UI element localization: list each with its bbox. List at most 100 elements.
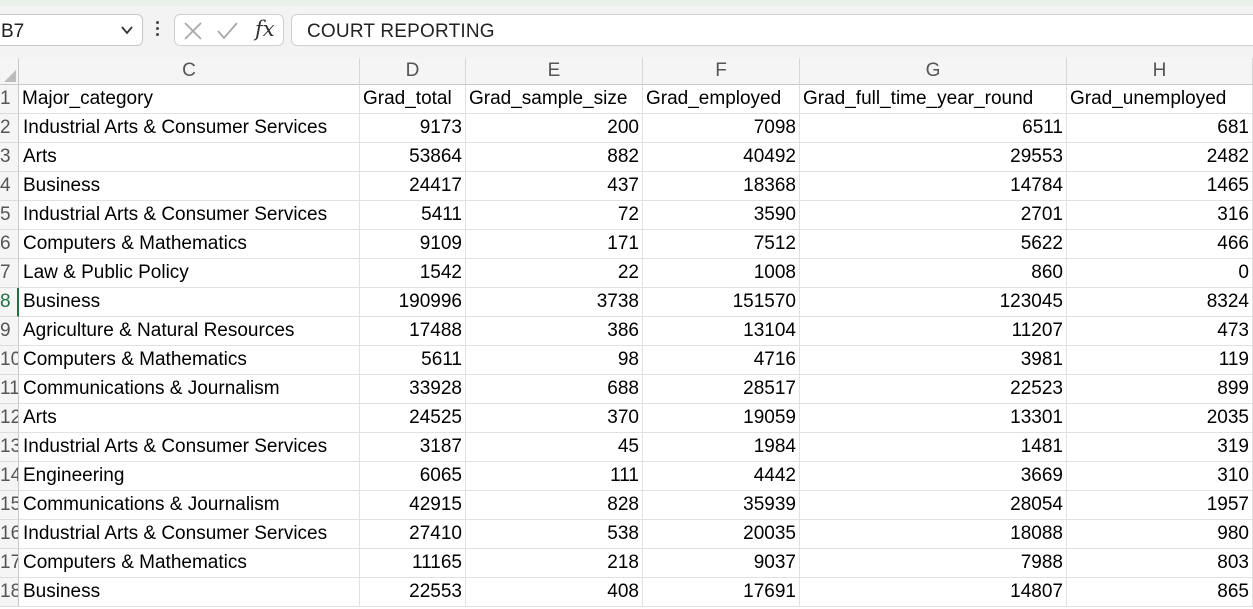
table-cell[interactable]: 14807 [800,578,1067,607]
table-cell[interactable]: 35939 [643,491,800,520]
table-cell[interactable]: 7512 [643,230,800,259]
table-cell[interactable]: Business [19,172,360,201]
table-cell[interactable]: 5622 [800,230,1067,259]
table-cell[interactable]: 22 [466,259,643,288]
table-cell[interactable]: 45 [466,433,643,462]
row-header[interactable]: 5 [0,201,19,230]
row-header[interactable]: 9 [0,317,19,346]
table-cell[interactable]: Industrial Arts & Consumer Services [19,433,360,462]
table-cell[interactable]: Business [19,288,360,317]
column-header-c[interactable]: C [19,58,360,85]
table-cell[interactable]: 119 [1067,346,1253,375]
table-cell[interactable]: 4442 [643,462,800,491]
table-cell[interactable]: 408 [466,578,643,607]
row-header[interactable]: 13 [0,433,19,462]
row-header[interactable]: 7 [0,259,19,288]
table-cell[interactable]: 9173 [360,114,466,143]
table-cell[interactable]: 681 [1067,114,1253,143]
table-cell[interactable]: 171 [466,230,643,259]
table-cell[interactable]: 1542 [360,259,466,288]
table-cell[interactable]: 98 [466,346,643,375]
table-cell[interactable]: 1481 [800,433,1067,462]
table-cell[interactable]: Industrial Arts & Consumer Services [19,201,360,230]
row-header[interactable]: 11 [0,375,19,404]
table-cell[interactable]: 13104 [643,317,800,346]
header-cell[interactable]: Grad_total [360,85,466,114]
table-cell[interactable]: 24417 [360,172,466,201]
table-cell[interactable]: 22523 [800,375,1067,404]
table-cell[interactable]: 1008 [643,259,800,288]
table-cell[interactable]: 24525 [360,404,466,433]
header-cell[interactable]: Grad_full_time_year_round [800,85,1067,114]
table-cell[interactable]: 18088 [800,520,1067,549]
chevron-down-icon[interactable] [120,23,134,37]
table-cell[interactable]: 6511 [800,114,1067,143]
cancel-icon[interactable] [181,20,205,42]
table-cell[interactable]: 151570 [643,288,800,317]
table-cell[interactable]: 865 [1067,578,1253,607]
header-cell[interactable]: Major_category [19,85,360,114]
table-cell[interactable]: 2482 [1067,143,1253,172]
table-cell[interactable]: 2035 [1067,404,1253,433]
column-header-e[interactable]: E [466,58,643,85]
table-cell[interactable]: 18368 [643,172,800,201]
table-cell[interactable]: 3187 [360,433,466,462]
table-cell[interactable]: Industrial Arts & Consumer Services [19,114,360,143]
table-cell[interactable]: 828 [466,491,643,520]
table-cell[interactable]: 803 [1067,549,1253,578]
table-cell[interactable]: 27410 [360,520,466,549]
row-header[interactable]: 15 [0,491,19,520]
table-cell[interactable]: 386 [466,317,643,346]
table-cell[interactable]: 7988 [800,549,1067,578]
table-cell[interactable]: 33928 [360,375,466,404]
table-cell[interactable]: Communications & Journalism [19,375,360,404]
table-cell[interactable]: Engineering [19,462,360,491]
row-header[interactable]: 18 [0,578,19,607]
table-cell[interactable]: Computers & Mathematics [19,346,360,375]
row-header[interactable]: 8 [0,288,19,317]
table-cell[interactable]: Communications & Journalism [19,491,360,520]
row-header[interactable]: 16 [0,520,19,549]
table-cell[interactable]: Computers & Mathematics [19,230,360,259]
table-cell[interactable]: 4716 [643,346,800,375]
table-cell[interactable]: 11207 [800,317,1067,346]
table-cell[interactable]: Arts [19,143,360,172]
table-cell[interactable]: 28517 [643,375,800,404]
table-cell[interactable]: 1984 [643,433,800,462]
table-cell[interactable]: 11165 [360,549,466,578]
table-cell[interactable]: 437 [466,172,643,201]
table-cell[interactable]: 28054 [800,491,1067,520]
table-cell[interactable]: Industrial Arts & Consumer Services [19,520,360,549]
table-cell[interactable]: Business [19,578,360,607]
header-cell[interactable]: Grad_unemployed [1067,85,1253,114]
table-cell[interactable]: 310 [1067,462,1253,491]
table-cell[interactable]: 7098 [643,114,800,143]
table-cell[interactable]: 20035 [643,520,800,549]
table-cell[interactable]: 3738 [466,288,643,317]
table-cell[interactable]: 19059 [643,404,800,433]
row-header[interactable]: 10 [0,346,19,375]
table-cell[interactable]: 123045 [800,288,1067,317]
table-cell[interactable]: 29553 [800,143,1067,172]
table-cell[interactable]: 8324 [1067,288,1253,317]
table-cell[interactable]: 370 [466,404,643,433]
name-box[interactable]: B7 [0,14,143,46]
table-cell[interactable]: Arts [19,404,360,433]
table-cell[interactable]: 319 [1067,433,1253,462]
header-cell[interactable]: Grad_employed [643,85,800,114]
table-cell[interactable]: 190996 [360,288,466,317]
column-header-d[interactable]: D [360,58,466,85]
select-all-corner[interactable] [0,58,19,85]
formula-input[interactable]: COURT REPORTING [291,14,1253,46]
table-cell[interactable]: 5611 [360,346,466,375]
row-header[interactable]: 2 [0,114,19,143]
row-header[interactable]: 6 [0,230,19,259]
table-cell[interactable]: 9037 [643,549,800,578]
column-header-h[interactable]: H [1067,58,1253,85]
table-cell[interactable]: 3669 [800,462,1067,491]
row-header[interactable]: 12 [0,404,19,433]
table-cell[interactable]: 17691 [643,578,800,607]
table-cell[interactable]: 42915 [360,491,466,520]
table-cell[interactable]: 13301 [800,404,1067,433]
table-cell[interactable]: Computers & Mathematics [19,549,360,578]
